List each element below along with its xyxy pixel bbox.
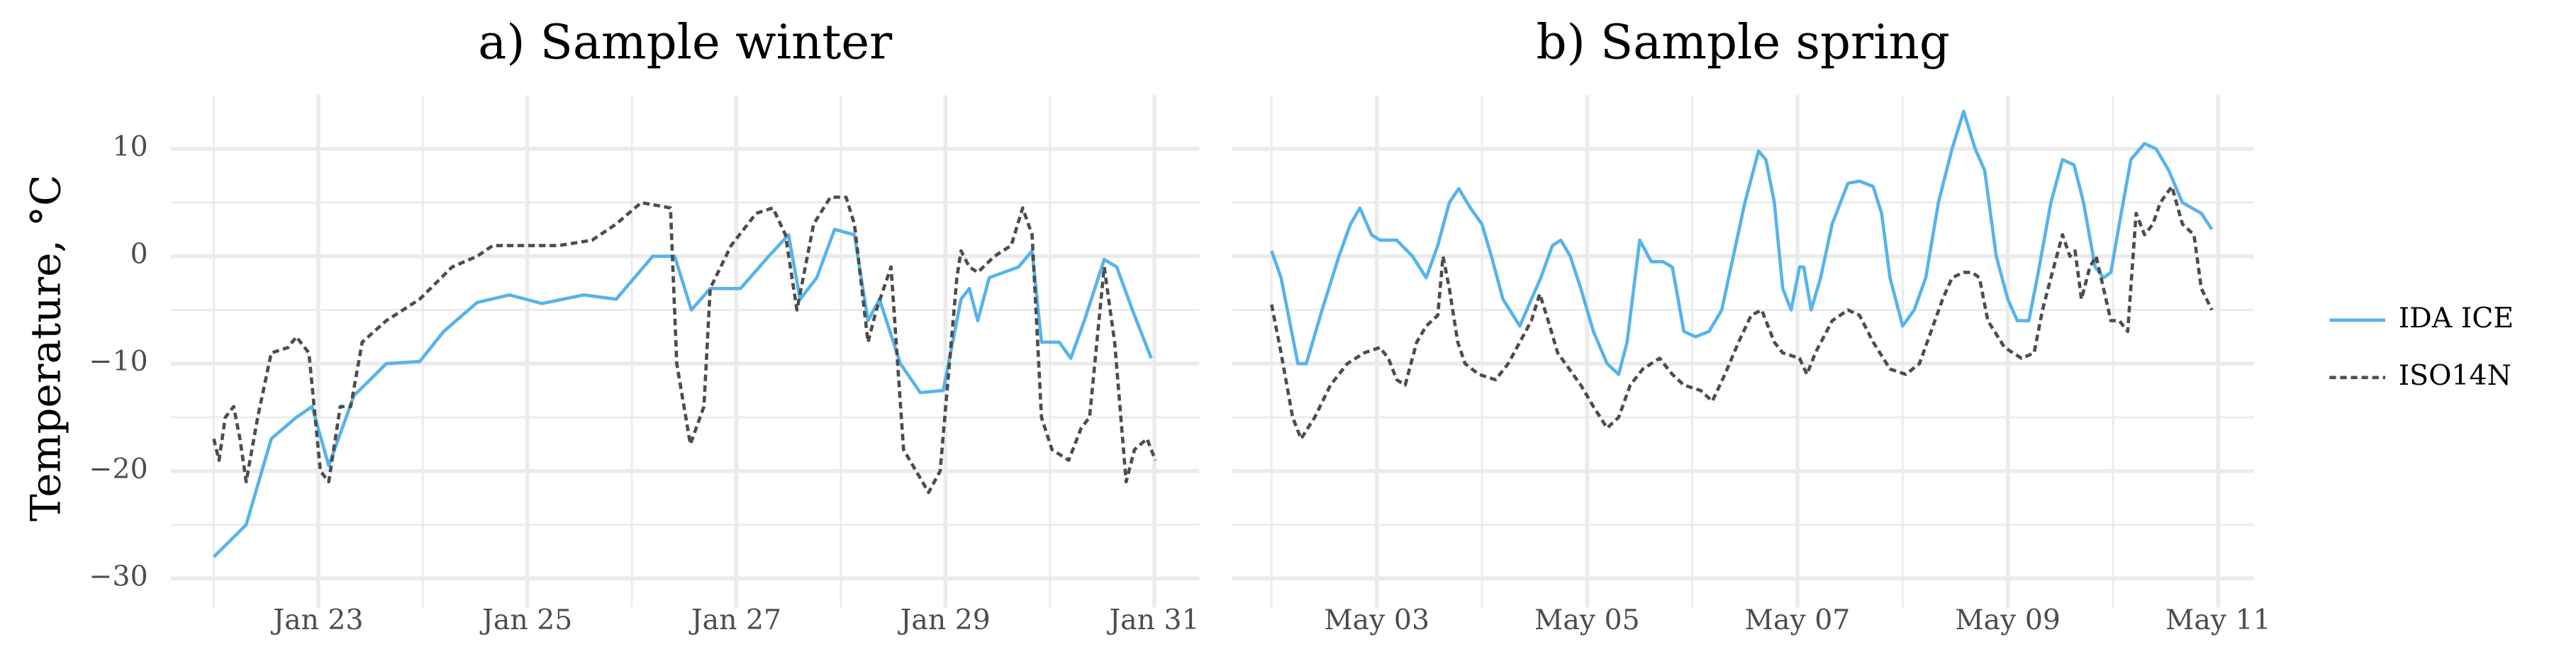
y-axis-label: Temperature, °C (22, 174, 70, 521)
y-tick-label: 0 (130, 238, 148, 271)
x-tick-label: Jan 25 (479, 604, 572, 636)
line-series (212, 196, 1157, 495)
x-tick-label: May 11 (2165, 604, 2271, 636)
x-tick-label: Jan 31 (1106, 604, 1199, 636)
x-tick-label: Jan 29 (898, 604, 991, 636)
x-tick-label: May 03 (1324, 604, 1429, 636)
legend-label: IDA ICE (2399, 302, 2514, 334)
x-tick-label: May 05 (1534, 604, 1640, 636)
y-tick-label: 10 (113, 130, 148, 163)
y-tick-label: −30 (89, 560, 148, 592)
line-series (1270, 109, 2214, 376)
x-tick-label: May 07 (1745, 604, 1851, 636)
y-tick-label: −10 (89, 345, 148, 378)
legend-label: ISO14N (2399, 359, 2511, 392)
chart-title: a) Sample winter (478, 14, 893, 69)
y-tick-label: −20 (89, 453, 148, 485)
chart-title: b) Sample spring (1537, 14, 1950, 69)
x-tick-label: Jan 23 (270, 604, 363, 636)
line-series (1270, 184, 2214, 441)
x-tick-label: Jan 27 (688, 604, 781, 636)
x-tick-label: May 09 (1955, 604, 2061, 636)
